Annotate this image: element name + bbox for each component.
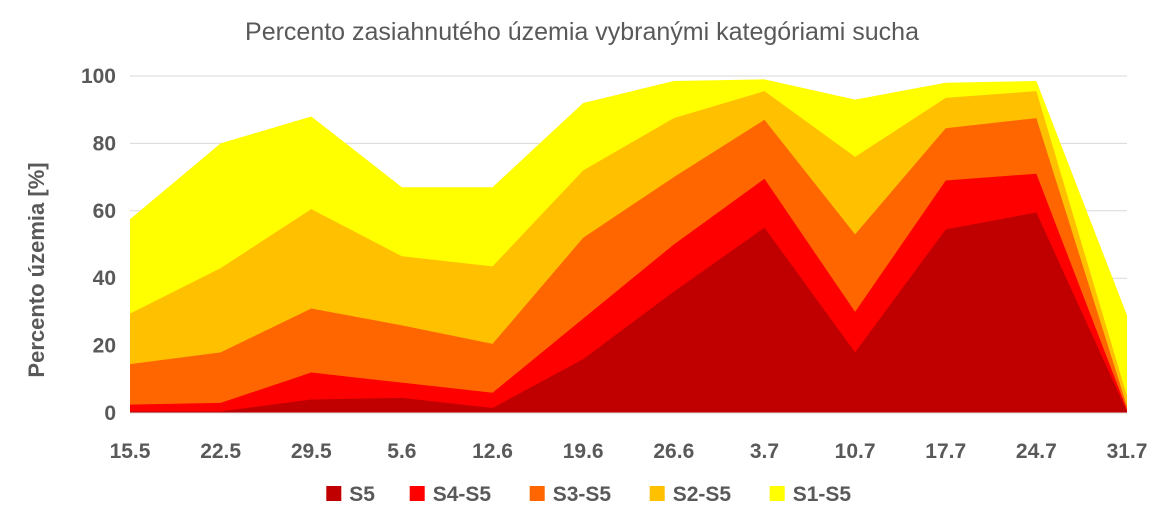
x-tick-label: 26.6 [653,440,694,463]
area-series [130,79,1127,414]
y-tick-label: 20 [93,335,116,358]
legend-swatch [769,486,785,501]
y-tick-label: 60 [93,200,116,223]
x-tick-label: 15.5 [110,440,151,463]
y-tick-label: 80 [93,132,116,155]
legend-item-s3-s5: S3-S5 [529,483,612,506]
x-tick-label: 24.7 [1016,440,1057,463]
legend-label: S2-S5 [673,483,732,506]
x-tick-label: 3.7 [750,440,779,463]
legend-label: S3-S5 [553,483,612,506]
y-tick-label: 0 [104,402,116,425]
y-tick-label: 100 [81,65,116,88]
legend-label: S4-S5 [433,483,492,506]
x-tick-label: 29.5 [291,440,332,463]
x-tick-label: 22.5 [200,440,241,463]
legend-swatch [409,486,425,501]
legend-item-s5: S5 [326,483,375,506]
legend-label: S5 [349,483,375,506]
area-series-s5 [130,212,1127,413]
chart-title: Percento zasiahnutého územia vybranými k… [245,18,919,46]
y-tick-label: 40 [93,267,116,290]
x-tick-label: 19.6 [563,440,604,463]
legend-item-s1-s5: S1-S5 [769,483,852,506]
x-tick-labels: 15.5 22.5 29.5 5.6 12.6 19.6 26.6 3.7 10.7 17.7 24… [110,440,1148,463]
legend-swatch [326,486,342,501]
y-axis-label: Percento územia [%] [24,162,49,377]
legend-item-s2-s5: S2-S5 [649,483,732,506]
legend-swatch [649,486,665,501]
x-tick-label: 17.7 [925,440,966,463]
x-tick-label: 12.6 [472,440,513,463]
legend-label: S1-S5 [793,483,852,506]
x-tick-label: 5.6 [387,440,416,463]
legend-swatch [529,486,545,501]
legend-item-s4-s5: S4-S5 [409,483,492,506]
x-tick-label: 10.7 [835,440,876,463]
x-tick-label: 31.7 [1107,440,1148,463]
legend: S5 S4-S5 S3-S5 S2-S5 S1-S5 [326,483,851,506]
y-tick-labels: 0 20 40 60 80 100 [81,65,116,425]
